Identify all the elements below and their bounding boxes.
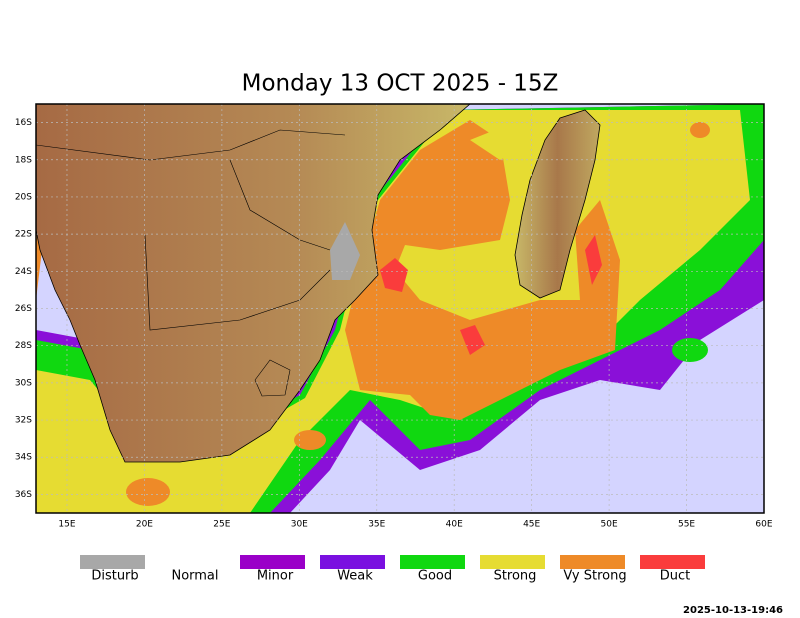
legend-swatch [480,555,545,569]
y-tick-label: 22S [15,230,32,240]
y-tick-label: 32S [15,416,32,426]
field [36,104,764,513]
x-tick-label: 30E [291,520,308,530]
x-tick-label: 20E [136,520,153,530]
grid [36,104,765,513]
y-tick-label: 16S [15,118,32,128]
y-tick-label: 26S [15,304,32,314]
legend-label: Good [418,569,452,584]
plot-frame [35,103,765,514]
legend-swatch [240,555,305,569]
x-tick-label: 60E [755,520,772,530]
y-tick-label: 18S [15,155,32,165]
x-tick-label: 50E [601,520,618,530]
x-tick-label: 55E [678,520,695,530]
legend-swatch [80,555,145,569]
legend-swatch [400,555,465,569]
legend-label: Minor [257,569,294,584]
legend-label: Duct [660,569,691,584]
y-tick-label: 20S [15,192,32,202]
timestamp: 2025-10-13-19:46 [683,605,783,616]
legend-label: Weak [337,569,373,584]
x-tick-label: 40E [446,520,463,530]
y-tick-label: 28S [15,341,32,351]
title: Monday 13 OCT 2025 - 15Z [242,71,559,97]
y-tick-label: 24S [15,267,32,277]
y-tick-label: 36S [15,490,32,500]
legend-swatch [160,555,225,569]
legend-swatch [320,555,385,569]
legend-swatch [560,555,625,569]
legend-label: Vy Strong [563,569,626,584]
legend-swatch [640,555,705,569]
legend-label: Disturb [91,569,138,584]
x-tick-label: 35E [368,520,385,530]
x-tick-label: 15E [58,520,75,530]
x-tick-label: 25E [213,520,230,530]
y-tick-label: 30S [15,378,32,388]
legend-label: Normal [171,569,218,584]
legend-label: Strong [494,569,537,584]
y-tick-label: 34S [15,453,32,463]
x-tick-label: 45E [523,520,540,530]
